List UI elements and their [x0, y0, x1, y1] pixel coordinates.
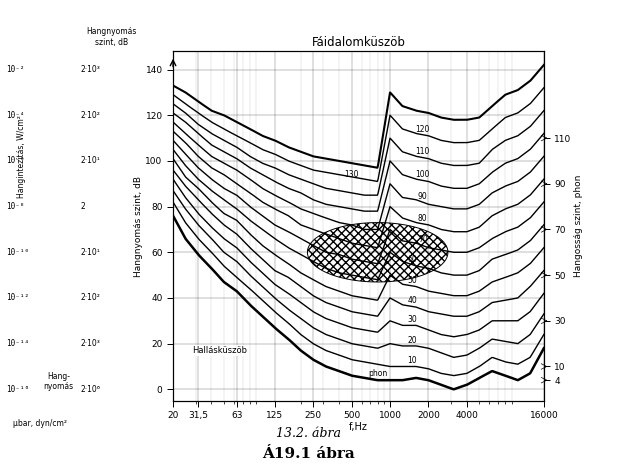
- Text: 100: 100: [415, 170, 430, 179]
- Text: 10⁻¹⁴: 10⁻¹⁴: [6, 339, 29, 348]
- Text: 2·10²: 2·10²: [80, 111, 100, 120]
- Text: 10⁻⁶: 10⁻⁶: [6, 157, 25, 165]
- Title: Fáidalomküszöb: Fáidalomküszöb: [311, 36, 405, 49]
- Text: 40: 40: [407, 296, 417, 305]
- Text: 90: 90: [418, 192, 428, 201]
- Text: 50: 50: [407, 276, 417, 285]
- Text: 2·10³: 2·10³: [80, 65, 100, 74]
- Text: 70: 70: [418, 235, 428, 245]
- Text: 13.2. ábra: 13.2. ábra: [276, 427, 342, 440]
- Text: 80: 80: [418, 213, 428, 223]
- Text: 2·10¹: 2·10¹: [80, 248, 100, 257]
- Text: 10⁻¹²: 10⁻¹²: [6, 294, 29, 302]
- Text: phon: phon: [368, 369, 387, 378]
- Text: 120: 120: [415, 124, 430, 134]
- X-axis label: f,Hz: f,Hz: [349, 422, 368, 432]
- Text: 2: 2: [80, 202, 85, 211]
- Y-axis label: Hangosság szint, phon: Hangosság szint, phon: [574, 175, 583, 277]
- Text: 60: 60: [407, 254, 417, 264]
- Y-axis label: Hangnyomás szint, dB: Hangnyomás szint, dB: [133, 176, 143, 276]
- Text: Hangnyomás
szint, dB: Hangnyomás szint, dB: [86, 27, 137, 47]
- Text: 10⁻⁴: 10⁻⁴: [6, 111, 25, 120]
- Text: 110: 110: [415, 147, 430, 157]
- Text: 10: 10: [407, 356, 417, 365]
- Text: 30: 30: [407, 315, 417, 324]
- Text: 10⁻¹⁰: 10⁻¹⁰: [6, 248, 29, 257]
- Text: µbar, dyn/cm²: µbar, dyn/cm²: [13, 419, 67, 428]
- Text: 10⁻¹⁶: 10⁻¹⁶: [6, 385, 29, 394]
- Text: Á19.1 ábra: Á19.1 ábra: [263, 447, 355, 461]
- Text: Hangintezitás, W/cm²: Hangintezitás, W/cm²: [17, 115, 26, 198]
- Text: Hang-
nyomás: Hang- nyomás: [44, 372, 74, 391]
- Text: 20: 20: [407, 336, 417, 345]
- Text: Hallásküszöb: Hallásküszöb: [192, 346, 247, 355]
- Text: 2·10³: 2·10³: [80, 339, 100, 348]
- Text: 2·10²: 2·10²: [80, 294, 100, 302]
- Text: 10⁻⁸: 10⁻⁸: [6, 202, 25, 211]
- Text: 10⁻²: 10⁻²: [6, 65, 25, 74]
- Text: 130: 130: [344, 170, 358, 179]
- Text: 2·10⁶: 2·10⁶: [80, 385, 100, 394]
- Text: 2·10¹: 2·10¹: [80, 157, 100, 165]
